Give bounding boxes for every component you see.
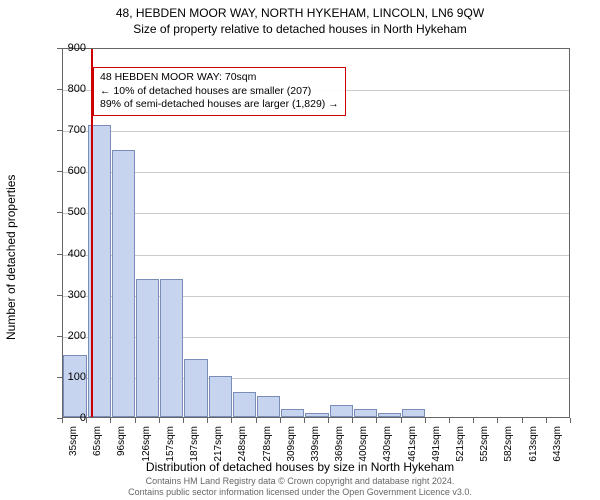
x-tick-mark [86, 418, 87, 423]
x-tick-label: 217sqm [213, 426, 224, 462]
footer-line-1: Contains HM Land Registry data © Crown c… [0, 476, 600, 487]
y-tick-label: 0 [46, 412, 86, 424]
x-tick-label: 400sqm [358, 426, 369, 462]
x-tick-mark [497, 418, 498, 423]
histogram-bar [112, 150, 135, 417]
x-tick-label: 613sqm [528, 426, 539, 462]
y-tick-label: 300 [46, 289, 86, 301]
histogram-bar [378, 413, 401, 417]
annotation-line: ← 10% of detached houses are smaller (20… [100, 85, 339, 99]
title-subtitle: Size of property relative to detached ho… [0, 22, 600, 36]
histogram-bar [63, 355, 86, 417]
x-tick-mark [159, 418, 160, 423]
x-tick-label: 248sqm [237, 426, 248, 462]
y-tick-mark [57, 48, 62, 49]
x-tick-mark [376, 418, 377, 423]
x-tick-label: 643sqm [552, 426, 563, 462]
histogram-bar [281, 409, 304, 417]
x-tick-label: 491sqm [431, 426, 442, 462]
y-tick-label: 700 [46, 124, 86, 136]
y-tick-mark [57, 89, 62, 90]
histogram-bar [209, 376, 232, 417]
histogram-bar [136, 279, 159, 417]
y-tick-mark [57, 171, 62, 172]
x-tick-label: 309sqm [286, 426, 297, 462]
x-tick-mark [401, 418, 402, 423]
x-tick-label: 96sqm [116, 426, 127, 462]
x-tick-mark [570, 418, 571, 423]
footer-attribution: Contains HM Land Registry data © Crown c… [0, 476, 600, 498]
y-tick-mark [57, 336, 62, 337]
x-tick-label: 582sqm [503, 426, 514, 462]
x-tick-mark [328, 418, 329, 423]
y-tick-label: 100 [46, 371, 86, 383]
x-tick-label: 278sqm [262, 426, 273, 462]
y-tick-label: 900 [46, 42, 86, 54]
x-tick-mark [352, 418, 353, 423]
chart-title-block: 48, HEBDEN MOOR WAY, NORTH HYKEHAM, LINC… [0, 0, 600, 36]
x-tick-label: 430sqm [382, 426, 393, 462]
x-tick-mark [183, 418, 184, 423]
y-tick-mark [57, 377, 62, 378]
x-tick-label: 187sqm [189, 426, 200, 462]
y-tick-mark [57, 212, 62, 213]
x-tick-mark [546, 418, 547, 423]
x-tick-mark [304, 418, 305, 423]
x-tick-mark [280, 418, 281, 423]
x-tick-label: 339sqm [310, 426, 321, 462]
footer-line-2: Contains public sector information licen… [0, 487, 600, 498]
x-tick-mark [135, 418, 136, 423]
x-tick-mark [62, 418, 63, 423]
histogram-bar [160, 279, 183, 417]
y-tick-mark [57, 295, 62, 296]
y-tick-label: 600 [46, 165, 86, 177]
annotation-line: 89% of semi-detached houses are larger (… [100, 98, 339, 112]
y-tick-mark [57, 130, 62, 131]
x-tick-mark [207, 418, 208, 423]
x-tick-label: 461sqm [407, 426, 418, 462]
histogram-bar [257, 396, 280, 417]
annotation-line: 48 HEBDEN MOOR WAY: 70sqm [100, 71, 339, 85]
title-address: 48, HEBDEN MOOR WAY, NORTH HYKEHAM, LINC… [0, 6, 600, 20]
gridline [63, 213, 569, 214]
x-tick-mark [425, 418, 426, 423]
x-tick-label: 369sqm [334, 426, 345, 462]
x-tick-mark [110, 418, 111, 423]
histogram-bar [184, 359, 207, 417]
histogram-bar [330, 405, 353, 417]
x-tick-label: 126sqm [141, 426, 152, 462]
y-axis-label: Number of detached properties [4, 175, 18, 340]
x-tick-label: 65sqm [92, 426, 103, 462]
x-axis-label: Distribution of detached houses by size … [0, 460, 600, 474]
x-tick-label: 157sqm [165, 426, 176, 462]
y-tick-label: 400 [46, 248, 86, 260]
x-tick-mark [522, 418, 523, 423]
gridline [63, 255, 569, 256]
x-tick-mark [231, 418, 232, 423]
x-tick-mark [473, 418, 474, 423]
y-tick-label: 800 [46, 83, 86, 95]
y-tick-mark [57, 254, 62, 255]
x-tick-mark [256, 418, 257, 423]
y-tick-label: 200 [46, 330, 86, 342]
y-tick-label: 500 [46, 206, 86, 218]
histogram-bar [233, 392, 256, 417]
histogram-bar [305, 413, 328, 417]
gridline [63, 172, 569, 173]
x-tick-mark [449, 418, 450, 423]
x-tick-label: 35sqm [68, 426, 79, 462]
histogram-bar [354, 409, 377, 417]
gridline [63, 131, 569, 132]
annotation-box: 48 HEBDEN MOOR WAY: 70sqm← 10% of detach… [93, 67, 346, 116]
histogram-bar [402, 409, 425, 417]
x-tick-label: 552sqm [479, 426, 490, 462]
x-tick-label: 521sqm [455, 426, 466, 462]
chart-plot-area: 48 HEBDEN MOOR WAY: 70sqm← 10% of detach… [62, 48, 570, 418]
